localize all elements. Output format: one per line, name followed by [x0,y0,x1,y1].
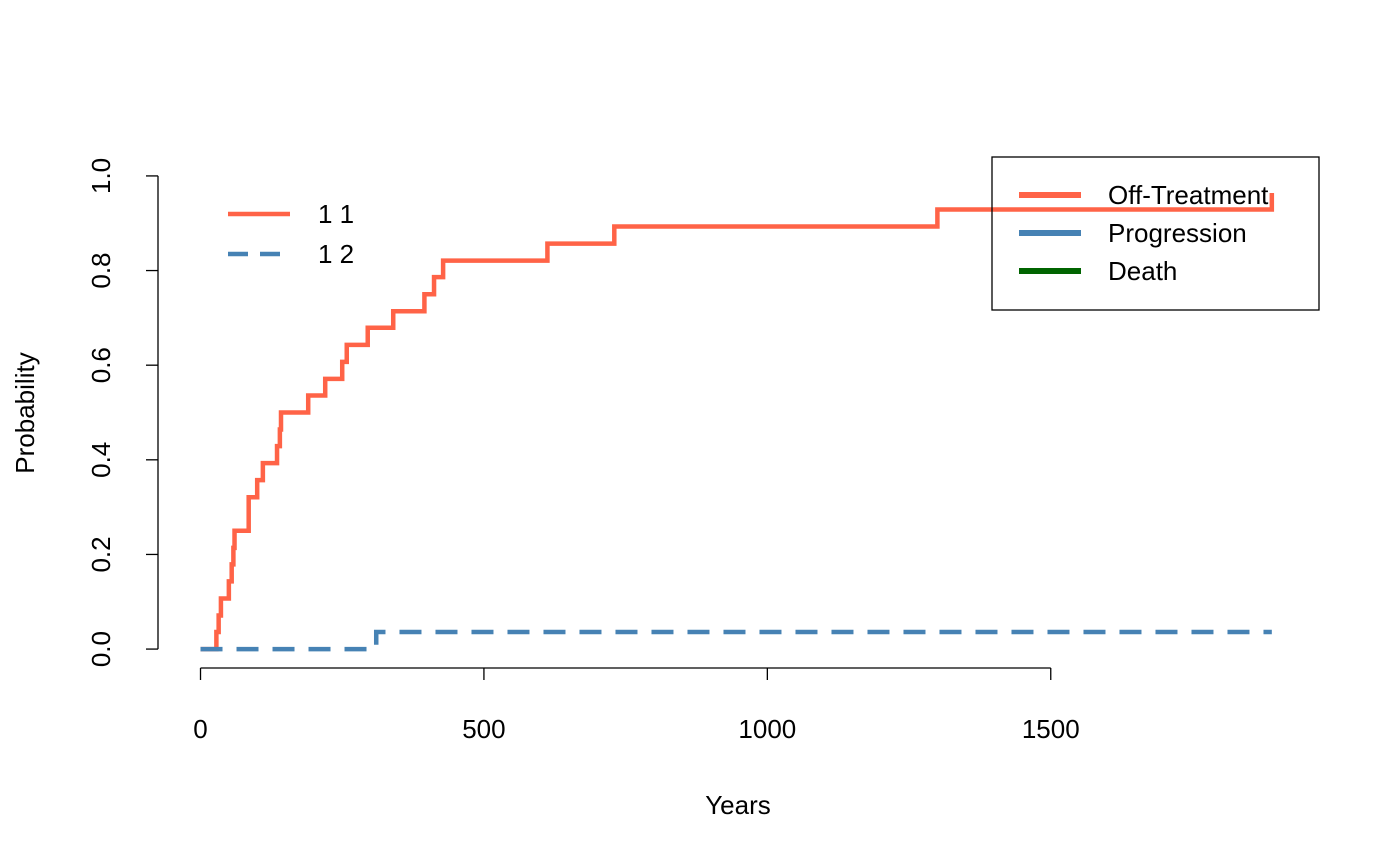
y-tick-label: 0.2 [86,536,116,572]
y-tick-label: 1.0 [86,158,116,194]
legend-label: 1 1 [318,199,354,229]
series-line-1 [200,192,1275,652]
axes: 0 500 1000 1500 0.0 0.2 0.4 0.6 0.8 1.0 [86,158,1080,744]
y-axis-title: Probability [10,352,40,473]
y-tick-label: 0.8 [86,252,116,288]
legend-label: 1 2 [318,239,354,269]
legend-label: Off-Treatment [1108,180,1269,210]
legend-top-right: Off-Treatment Progression Death [991,156,1320,311]
y-tick-label: 0.0 [86,631,116,667]
legend-box [991,156,1320,311]
plot-area [200,192,1275,652]
x-tick-label: 1500 [1022,714,1080,744]
legend-label: Progression [1108,218,1247,248]
x-tick-label: 1000 [738,714,796,744]
series-line-2 [200,629,1272,652]
legend-label: Death [1108,256,1177,286]
x-tick-label: 0 [193,714,207,744]
y-tick-label: 0.4 [86,442,116,478]
y-tick-label: 0.6 [86,347,116,383]
x-axis-title: Years [705,790,771,820]
x-tick-label: 500 [462,714,505,744]
legend-top-left: 1 11 2 [228,199,354,269]
